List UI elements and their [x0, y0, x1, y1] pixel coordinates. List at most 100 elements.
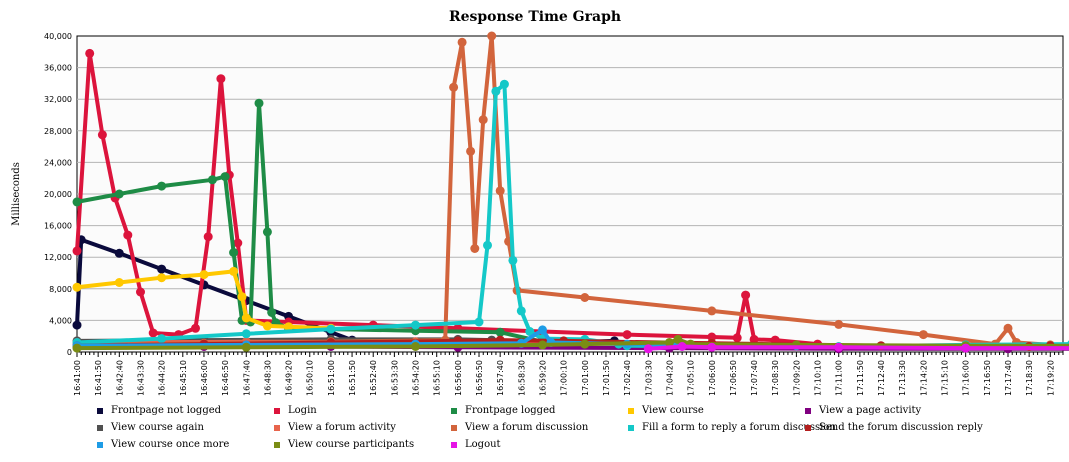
x-tick-label: 17:01:00	[581, 360, 590, 396]
legend-swatch	[628, 424, 634, 431]
x-tick-label: 16:57:40	[496, 360, 505, 396]
legend-swatch	[274, 407, 280, 414]
data-point	[466, 146, 476, 156]
x-tick-label: 16:48:30	[263, 360, 272, 396]
x-tick-label: 16:51:50	[348, 360, 357, 396]
x-tick-label: 16:45:10	[179, 360, 188, 396]
data-point	[220, 172, 230, 182]
x-tick-label: 16:52:40	[369, 360, 378, 396]
x-tick-label: 17:11:00	[835, 360, 844, 396]
legend-swatch	[274, 424, 280, 431]
data-point	[449, 82, 459, 92]
x-tick-label: 16:53:30	[390, 360, 399, 396]
x-tick-label: 17:02:40	[623, 360, 632, 396]
legend-swatch	[451, 407, 457, 414]
x-tick-label: 17:15:10	[941, 360, 950, 396]
legend-swatch	[451, 424, 457, 431]
data-point	[470, 244, 480, 253]
data-point	[491, 86, 501, 96]
data-point	[677, 342, 687, 351]
data-point	[123, 230, 133, 240]
data-point	[203, 232, 213, 242]
data-point	[72, 343, 82, 353]
data-point	[664, 338, 674, 347]
legend-item: View course	[628, 405, 704, 416]
data-point	[483, 240, 492, 250]
series-line	[76, 269, 331, 331]
data-point	[457, 37, 467, 47]
data-point	[707, 342, 717, 352]
data-point	[229, 266, 239, 276]
x-tick-label: 16:41:00	[73, 360, 82, 396]
data-point	[237, 292, 247, 302]
x-tick-label: 17:17:40	[1004, 360, 1013, 396]
data-point	[499, 79, 509, 89]
data-point	[136, 287, 145, 297]
y-tick-label: 12,000	[44, 253, 72, 262]
data-point	[525, 327, 535, 336]
legend-swatch	[805, 424, 811, 431]
data-point	[538, 325, 547, 335]
data-point	[326, 324, 336, 334]
x-tick-label: 16:49:20	[285, 360, 294, 396]
data-point	[732, 333, 742, 343]
legend-swatch	[97, 441, 103, 448]
data-point	[157, 181, 167, 191]
legend-label: View a forum activity	[288, 422, 396, 433]
legend-swatch	[451, 441, 457, 448]
data-point	[741, 290, 751, 300]
data-point	[411, 320, 420, 330]
data-point	[207, 175, 217, 185]
data-point	[157, 273, 167, 283]
x-tick-label: 17:14:20	[919, 360, 928, 396]
x-tick-label: 16:58:30	[517, 360, 526, 396]
x-tick-label: 17:06:50	[729, 360, 738, 396]
y-tick-label: 24,000	[44, 158, 72, 167]
y-axis-ticks: 0 4,000 8,000 12,000 16,000 20,000 24,000 28,00…	[44, 32, 72, 357]
y-tick-label: 4,000	[49, 316, 72, 325]
data-point	[474, 317, 484, 327]
data-point	[85, 48, 95, 58]
legend-item: Frontpage not logged	[97, 405, 221, 416]
legend-label: Frontpage not logged	[111, 405, 222, 416]
legend-label: Send the forum discussion reply	[819, 422, 983, 433]
data-point	[233, 238, 243, 248]
legend-item: View course again	[97, 422, 204, 433]
x-tick-label: 17:11:50	[856, 360, 865, 396]
x-tick-label: 17:12:40	[877, 360, 886, 396]
data-point	[707, 306, 717, 316]
data-point	[495, 327, 505, 337]
data-point	[508, 255, 518, 265]
data-point	[229, 248, 239, 257]
x-tick-label: 17:09:20	[792, 360, 801, 396]
x-tick-label: 16:41:50	[94, 360, 103, 396]
legend-item: View course once more	[97, 439, 229, 450]
x-tick-label: 16:47:40	[242, 360, 251, 396]
data-point	[411, 342, 420, 351]
x-tick-label: 17:00:10	[560, 360, 569, 396]
data-point	[148, 328, 158, 338]
legend-swatch	[274, 441, 280, 448]
series-layer	[72, 31, 1069, 354]
data-point	[961, 343, 971, 353]
data-point	[262, 321, 272, 331]
x-tick-label: 16:56:00	[454, 360, 463, 396]
data-point	[516, 306, 526, 316]
legend-label: View a page activity	[819, 405, 922, 416]
legend-label: Frontpage logged	[465, 405, 556, 416]
x-tick-label: 17:08:30	[771, 360, 780, 396]
data-point	[495, 186, 505, 196]
data-point	[241, 313, 251, 323]
data-point	[191, 323, 200, 333]
legend-item: View a page activity	[805, 405, 921, 416]
legend-item: Logout	[451, 439, 501, 450]
x-tick-label: 17:07:40	[750, 360, 759, 396]
data-point	[157, 334, 167, 344]
legend-label: Fill a form to reply a forum discussion	[642, 422, 836, 433]
legend-item: View course participants	[274, 439, 414, 450]
x-tick-label: 16:54:20	[412, 360, 421, 396]
data-point	[199, 270, 209, 280]
data-point	[284, 322, 294, 332]
series-12	[643, 342, 1069, 354]
legend-label: View course participants	[288, 439, 415, 450]
